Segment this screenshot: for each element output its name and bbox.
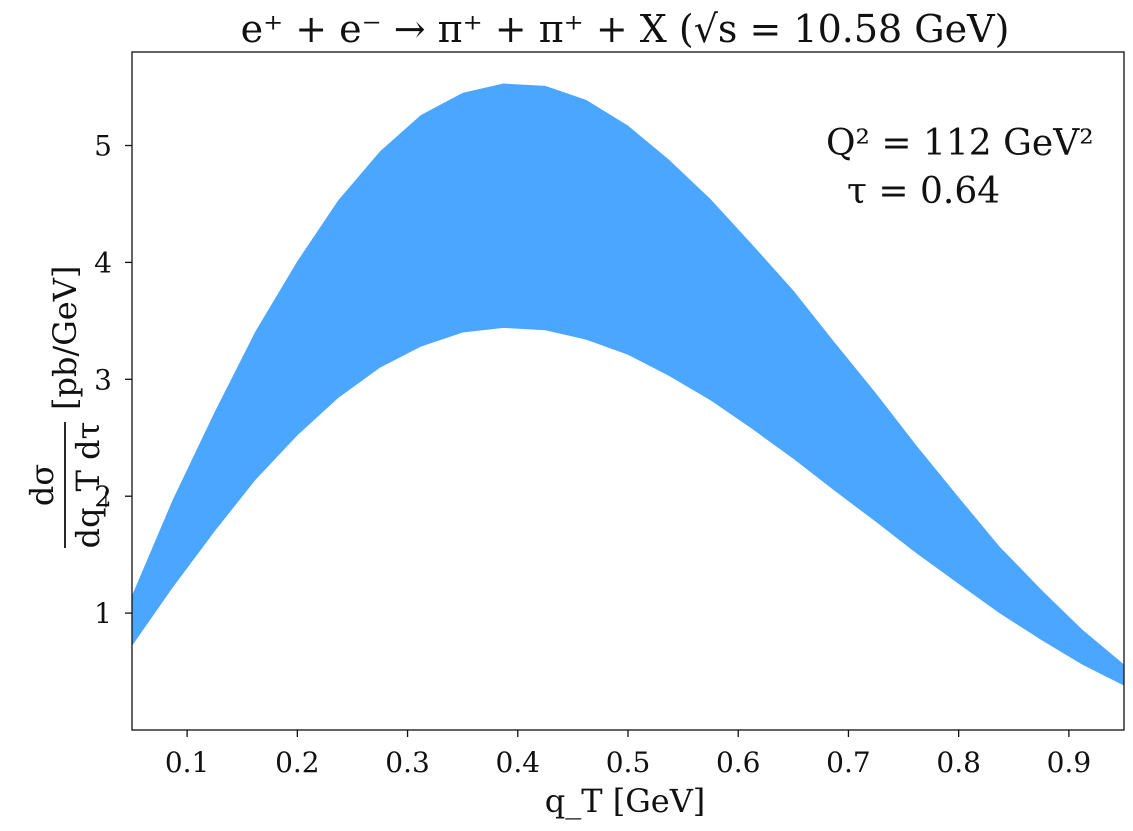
annotation-q2: Q² = 112 GeV² xyxy=(826,123,1094,164)
y-axis-label-numerator: dσ xyxy=(23,464,61,506)
x-tick-label: 0.8 xyxy=(936,746,981,779)
chart-title: e⁺ + e⁻ → π⁺ + π⁺ + X (√s = 10.58 GeV) xyxy=(241,7,1010,51)
x-tick-label: 0.1 xyxy=(165,746,210,779)
x-tick-label: 0.5 xyxy=(606,746,651,779)
x-tick-label: 0.7 xyxy=(826,746,871,779)
x-tick-label: 0.4 xyxy=(496,746,541,779)
y-axis-label-denominator: dq_T dτ xyxy=(69,422,107,549)
y-tick-label: 5 xyxy=(94,130,112,163)
y-tick-label: 2 xyxy=(94,480,112,513)
y-tick-label: 3 xyxy=(94,363,112,396)
x-tick-label: 0.2 xyxy=(275,746,320,779)
y-axis-label: dσ dq_T dτ [pb/GeV] xyxy=(23,266,107,549)
x-tick-label: 0.3 xyxy=(385,746,430,779)
y-axis-ticks: 1 2 3 4 5 xyxy=(94,130,132,630)
uncertainty-band xyxy=(132,83,1124,686)
x-axis-ticks: 0.1 0.2 0.3 0.4 0.5 0.6 0.7 0.8 0.9 xyxy=(165,730,1091,779)
annotation-tau: τ = 0.64 xyxy=(847,171,1000,212)
x-axis-label: q_T [GeV] xyxy=(545,782,706,820)
y-axis-label-unit: [pb/GeV] xyxy=(46,266,84,410)
x-tick-label: 0.9 xyxy=(1047,746,1092,779)
y-tick-label: 4 xyxy=(94,246,112,279)
x-tick-label: 0.6 xyxy=(716,746,761,779)
y-tick-label: 1 xyxy=(94,597,112,630)
